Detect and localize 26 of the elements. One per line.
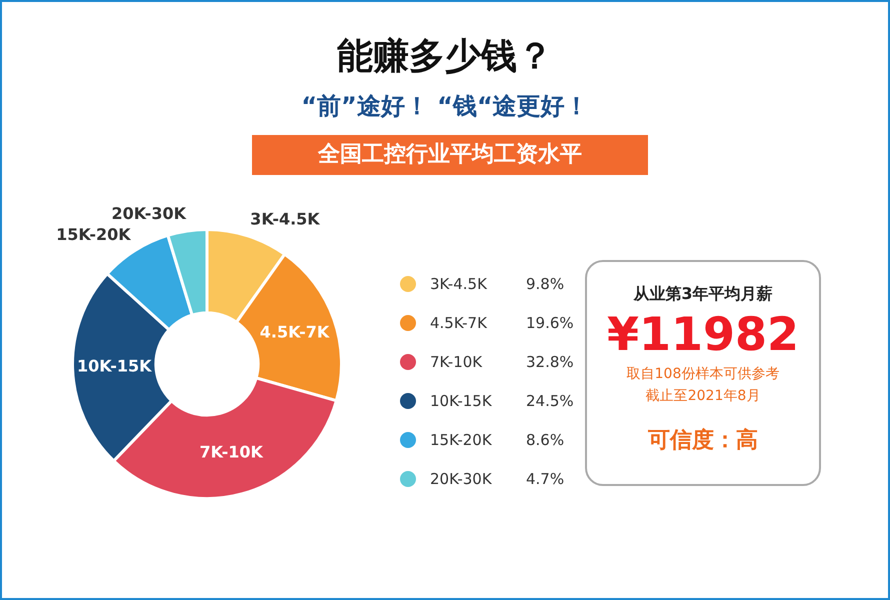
data-label: 4.7%	[526, 470, 564, 488]
legend-label: 4.5K-7K	[430, 314, 488, 332]
data-label: 24.5%	[526, 392, 574, 410]
text: 截止至2021年8月	[644, 387, 762, 406]
text: 全国工控行业平均工资水平	[252, 135, 648, 175]
text: 可信度：高	[647, 426, 759, 455]
slice-label: 3K-4.5K	[250, 209, 320, 228]
text: 从业第3年平均月薪	[632, 284, 774, 305]
slice-label: 20K-30K	[111, 204, 187, 224]
slice-label: 4.5K-7K	[260, 322, 330, 342]
legend-label: 15K-20K	[430, 430, 493, 448]
slice-label: 15K-20K	[56, 224, 132, 244]
text: ¥11982	[606, 306, 800, 363]
text: 取自108份样本可供参考	[626, 365, 780, 384]
data-label: 8.6%	[526, 430, 564, 448]
slice-label: 10K-15K	[76, 356, 152, 376]
chart-subtitle: “前”途好！ “钱“途更好！	[300, 91, 590, 122]
data-label: 32.8%	[526, 352, 574, 370]
legend-label: 20K-30K	[430, 470, 493, 488]
data-label: 19.6%	[526, 314, 574, 332]
chart-title: 能赚多少钱？	[336, 35, 554, 79]
legend-label: 7K-10K	[430, 352, 484, 370]
slice-label: 7K-10K	[199, 442, 264, 462]
legend-label: 10K-15K	[430, 392, 493, 410]
data-label: 9.8%	[526, 274, 564, 292]
legend-label: 3K-4.5K	[430, 274, 488, 292]
